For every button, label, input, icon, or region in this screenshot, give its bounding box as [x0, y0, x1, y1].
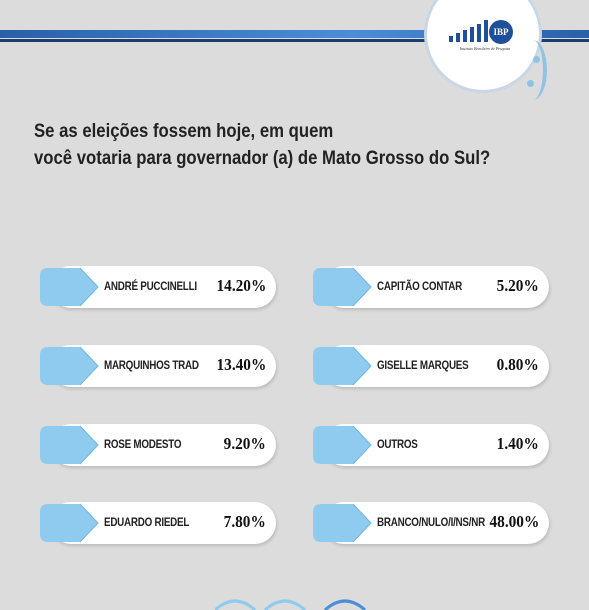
- logo-arc: [519, 40, 547, 100]
- logo-subtitle: Instituto Brasileiro de Pesquisa: [459, 46, 511, 51]
- logo-badge: IBP: [489, 20, 513, 44]
- candidate-percentage: 1.40%: [496, 434, 539, 453]
- candidate-card: ANDRÉ PUCCINELLI 14.20%: [40, 264, 276, 310]
- candidate-card: EDUARDO RIEDEL 7.80%: [40, 500, 276, 546]
- arrow-tab-icon: [313, 267, 372, 307]
- candidate-card: GISELLE MARQUES 0.80%: [313, 343, 549, 389]
- logo-dot: [527, 80, 534, 87]
- candidate-card: ROSE MODESTO 9.20%: [40, 422, 276, 468]
- arrow-tab-icon: [40, 503, 99, 543]
- candidate-percentage: 48.00%: [489, 512, 539, 531]
- candidate-card: OUTROS 1.40%: [313, 422, 549, 468]
- question-line-2: você votaria para governador (a) de Mato…: [34, 148, 491, 169]
- candidate-card: MARQUINHOS TRAD 13.40%: [40, 343, 276, 389]
- candidate-percentage: 5.20%: [496, 276, 539, 295]
- arrow-tab-icon: [313, 346, 372, 386]
- candidate-name: ANDRÉ PUCCINELLI: [104, 279, 197, 293]
- arrow-tab-icon: [40, 346, 99, 386]
- arrow-tab-icon: [313, 425, 372, 465]
- candidate-percentage: 13.40%: [216, 355, 266, 374]
- candidate-percentage: 9.20%: [223, 434, 266, 453]
- question-line-1: Se as eleições fossem hoje, em quem: [34, 121, 334, 142]
- candidate-percentage: 7.80%: [223, 512, 266, 531]
- decorative-waves: [215, 599, 367, 610]
- candidate-card: BRANCO/NULO/I/NS/NR 48.00%: [313, 500, 549, 546]
- candidate-name: BRANCO/NULO/I/NS/NR: [377, 515, 485, 529]
- candidate-card: CAPITÃO CONTAR 5.20%: [313, 264, 549, 310]
- ibp-logo: IBP Instituto Brasileiro de Pesquisa: [423, 0, 547, 100]
- header-stripe-shadow: [0, 39, 589, 42]
- arrow-tab-icon: [40, 425, 99, 465]
- bar-chart-icon: [449, 20, 489, 42]
- candidate-percentage: 14.20%: [216, 276, 266, 295]
- arrow-tab-icon: [40, 267, 99, 307]
- candidate-name: ROSE MODESTO: [104, 437, 182, 451]
- candidate-name: GISELLE MARQUES: [377, 358, 469, 372]
- candidate-percentage: 0.80%: [496, 355, 539, 374]
- candidate-name: CAPITÃO CONTAR: [377, 279, 462, 293]
- header-stripe: [0, 30, 589, 38]
- logo-dot: [533, 56, 540, 63]
- candidate-name: EDUARDO RIEDEL: [104, 515, 190, 529]
- arrow-tab-icon: [313, 503, 372, 543]
- candidate-name: OUTROS: [377, 437, 418, 451]
- candidate-name: MARQUINHOS TRAD: [104, 358, 199, 372]
- question-title: Se as eleições fossem hoje, em quem você…: [34, 118, 492, 172]
